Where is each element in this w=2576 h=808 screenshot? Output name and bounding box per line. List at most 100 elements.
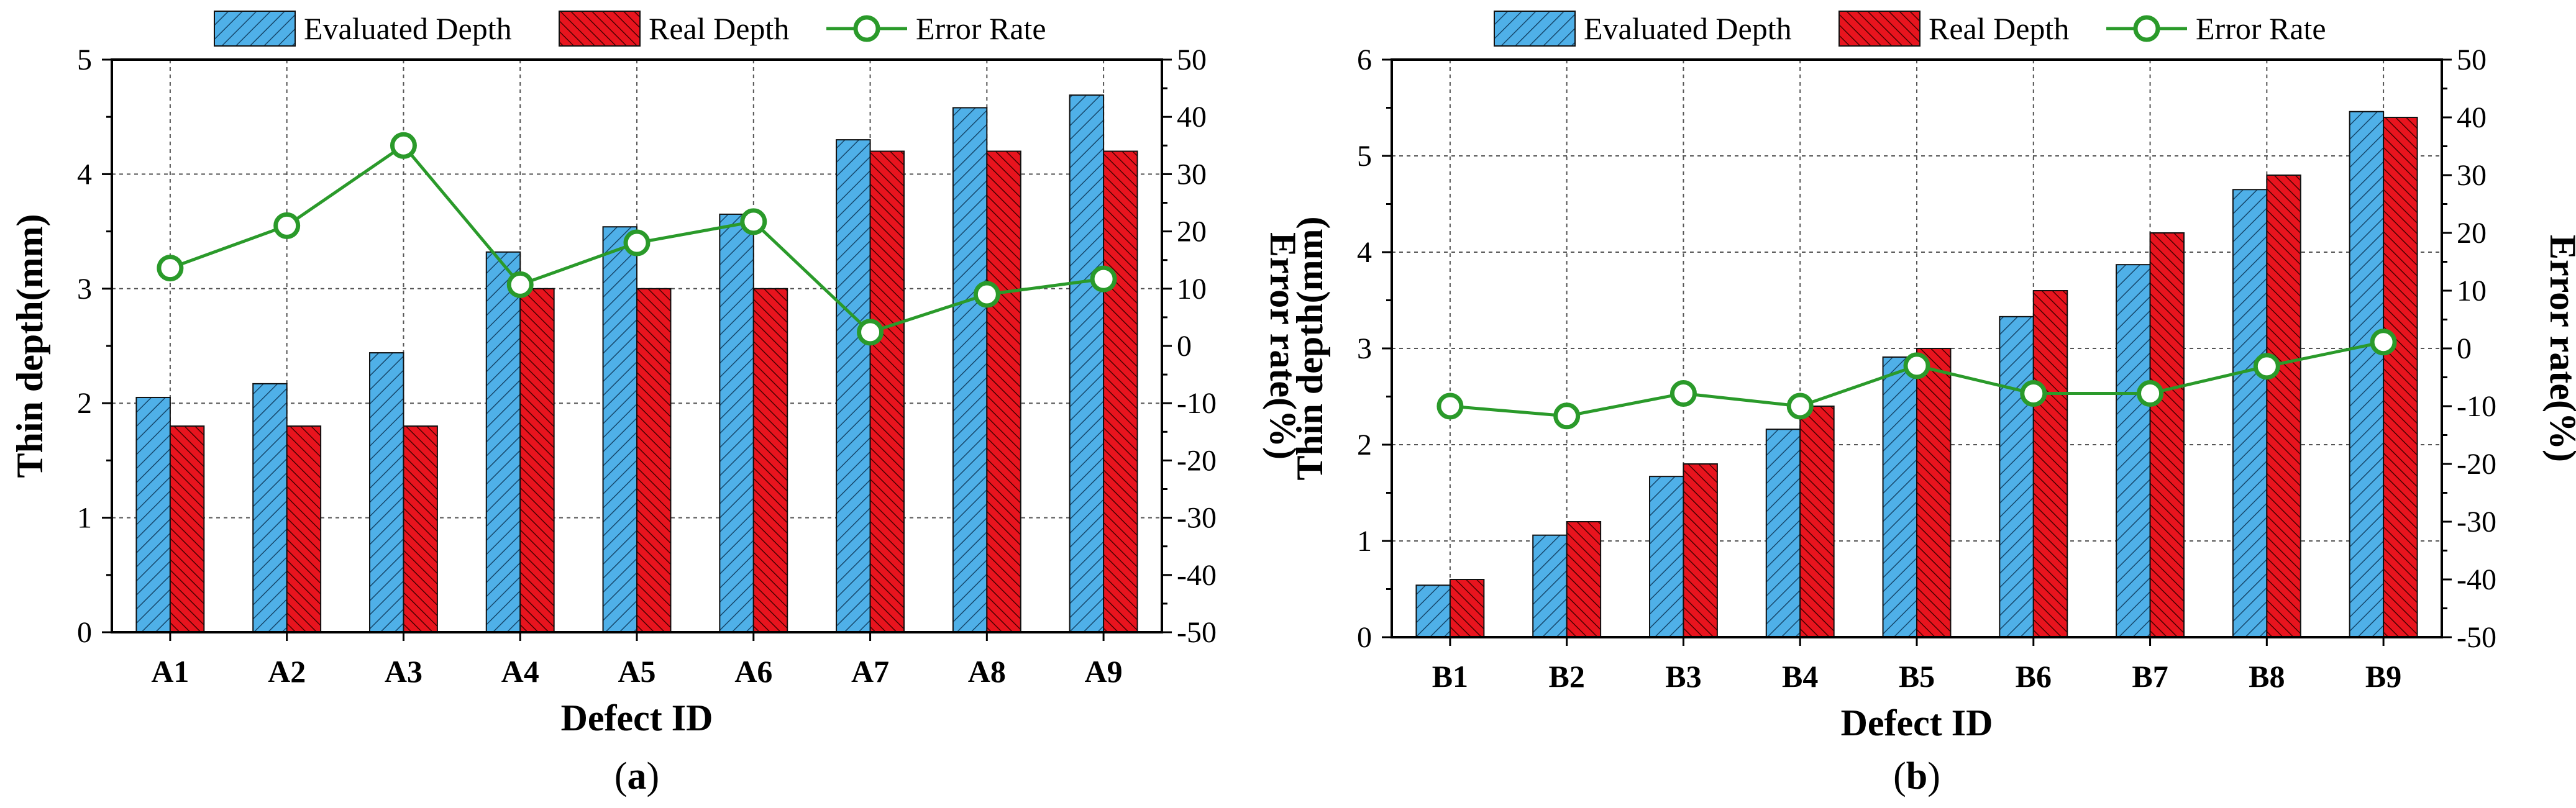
y-tick-label: 4 bbox=[1357, 236, 1372, 269]
x-tick-label-B8: B8 bbox=[2249, 659, 2285, 694]
error-rate-marker-B5 bbox=[1903, 352, 1930, 379]
legend-swatch bbox=[1838, 11, 1921, 47]
error-rate-marker-A5 bbox=[623, 229, 651, 256]
legend: Evaluated Depth Real Depth Error Rate bbox=[1494, 11, 2326, 47]
x-tick-label-B2: B2 bbox=[1548, 659, 1584, 694]
y-tick-label: 3 bbox=[1357, 332, 1372, 365]
error-rate-marker-A2 bbox=[273, 212, 301, 239]
bar-evaluated-A8 bbox=[952, 107, 988, 633]
y2-tick-label: -40 bbox=[2457, 563, 2496, 596]
y2-tick-label: 10 bbox=[1177, 273, 1207, 306]
legend-label: Evaluated Depth bbox=[1584, 11, 1792, 46]
legend-swatch bbox=[1494, 11, 1576, 47]
y2-tick-label: 20 bbox=[2457, 217, 2487, 250]
bar-evaluated-A1 bbox=[135, 396, 171, 633]
legend-label: Error Rate bbox=[2196, 11, 2326, 46]
x-axis-title: Defect ID bbox=[1841, 702, 1993, 743]
bar-real-A7 bbox=[869, 150, 905, 633]
y2-tick-label: 20 bbox=[1177, 216, 1207, 248]
y2-tick-label: 40 bbox=[1177, 101, 1207, 134]
bar-real-A4 bbox=[519, 288, 555, 633]
bar-real-B3 bbox=[1683, 463, 1718, 638]
y-axis-title: Thin depth(mm) bbox=[1289, 216, 1330, 480]
bar-evaluated-A3 bbox=[368, 352, 404, 633]
legend-label: Real Depth bbox=[1929, 11, 2069, 46]
x-axis-title: Defect ID bbox=[561, 697, 713, 738]
y2-tick-label: -20 bbox=[1177, 444, 1217, 477]
x-tick-label-B9: B9 bbox=[2365, 659, 2401, 694]
bar-real-A2 bbox=[286, 425, 322, 633]
bar-real-B5 bbox=[1916, 348, 1952, 638]
x-tick-label-A2: A2 bbox=[268, 654, 306, 689]
y-tick-label: 2 bbox=[1357, 429, 1372, 461]
legend: Evaluated Depth Real Depth Error Rate bbox=[214, 11, 1046, 47]
bar-evaluated-A2 bbox=[252, 383, 288, 633]
y2-axis-title: Error rate(%) bbox=[2542, 235, 2576, 462]
bar-real-B8 bbox=[2266, 175, 2301, 638]
x-tick-label-B6: B6 bbox=[2016, 659, 2052, 694]
error-rate-marker-B6 bbox=[2020, 380, 2047, 407]
error-rate-marker-B9 bbox=[2370, 329, 2397, 356]
y2-tick-label: -50 bbox=[2457, 621, 2496, 654]
panel-a: 0 1 2 3 4 5 -50 -40 -30 -20 -10 0 10 20 30 40 50 A1 A2 A3 A4… bbox=[9, 11, 1304, 797]
bar-evaluated-A9 bbox=[1069, 94, 1105, 633]
bar-real-A1 bbox=[169, 425, 205, 633]
bar-evaluated-B9 bbox=[2349, 111, 2385, 638]
y2-tick-label: 0 bbox=[1177, 330, 1192, 363]
panel-b: 0 1 2 3 4 5 6 -50 -40 -30 -20 -10 0 10 20 30 40 50 B1 B2 B3 B… bbox=[1289, 11, 2576, 797]
y2-tick-label: 30 bbox=[2457, 159, 2487, 192]
error-rate-marker-B4 bbox=[1786, 393, 1814, 420]
bar-real-A3 bbox=[403, 425, 438, 633]
bar-real-A9 bbox=[1103, 150, 1138, 633]
bar-evaluated-A4 bbox=[485, 251, 521, 633]
legend-swatch bbox=[559, 11, 641, 47]
legend-swatch bbox=[214, 11, 296, 47]
y-tick-label: 0 bbox=[77, 616, 92, 649]
legend-marker bbox=[2133, 15, 2160, 42]
y2-tick-label: -10 bbox=[1177, 387, 1217, 420]
x-tick-label-B4: B4 bbox=[1782, 659, 1818, 694]
error-rate-marker-A4 bbox=[506, 271, 534, 298]
x-tick-label-A7: A7 bbox=[851, 654, 889, 689]
bar-real-B2 bbox=[1566, 521, 1602, 638]
bar-real-B7 bbox=[2149, 232, 2185, 638]
error-rate-marker-A3 bbox=[390, 132, 417, 159]
x-tick-label-A8: A8 bbox=[968, 654, 1006, 689]
error-rate-marker-A9 bbox=[1090, 265, 1117, 293]
x-tick-label-B3: B3 bbox=[1665, 659, 1701, 694]
y-tick-label: 2 bbox=[77, 387, 92, 420]
error-rate-marker-A8 bbox=[973, 281, 1000, 308]
bar-real-B4 bbox=[1799, 406, 1835, 638]
y2-tick-label: 0 bbox=[2457, 332, 2472, 365]
panel-label: (b) bbox=[1893, 755, 1940, 797]
bar-real-A8 bbox=[986, 150, 1021, 633]
bar-evaluated-B3 bbox=[1648, 476, 1684, 638]
bar-evaluated-B2 bbox=[1532, 534, 1568, 638]
y-tick-label: 0 bbox=[1357, 621, 1372, 654]
y2-tick-label: 50 bbox=[2457, 43, 2487, 76]
error-rate-marker-B1 bbox=[1436, 393, 1464, 420]
error-rate-marker-B3 bbox=[1669, 380, 1697, 407]
y2-axis-title: Error rate(%) bbox=[1263, 232, 1304, 460]
legend-label: Evaluated Depth bbox=[304, 11, 512, 46]
y2-tick-label: -40 bbox=[1177, 559, 1217, 592]
error-rate-marker-A6 bbox=[740, 208, 767, 235]
bar-real-B1 bbox=[1449, 579, 1485, 638]
error-rate-marker-B7 bbox=[2137, 380, 2164, 407]
x-tick-label-A4: A4 bbox=[501, 654, 539, 689]
y2-tick-label: 10 bbox=[2457, 275, 2487, 307]
bar-evaluated-B8 bbox=[2232, 189, 2268, 638]
x-tick-label-B7: B7 bbox=[2132, 659, 2168, 694]
legend-item-error-rate: Error Rate bbox=[2106, 11, 2326, 46]
legend-label: Real Depth bbox=[649, 11, 789, 46]
bar-evaluated-A5 bbox=[602, 226, 637, 633]
bar-real-A6 bbox=[752, 288, 788, 633]
legend-item-error-rate: Error Rate bbox=[826, 11, 1046, 46]
bar-real-B9 bbox=[2383, 117, 2418, 638]
panel-label: (a) bbox=[614, 755, 659, 797]
bar-evaluated-B4 bbox=[1765, 429, 1801, 638]
legend-label: Error Rate bbox=[916, 11, 1046, 46]
x-tick-label-B5: B5 bbox=[1899, 659, 1935, 694]
x-tick-label-A5: A5 bbox=[618, 654, 655, 689]
